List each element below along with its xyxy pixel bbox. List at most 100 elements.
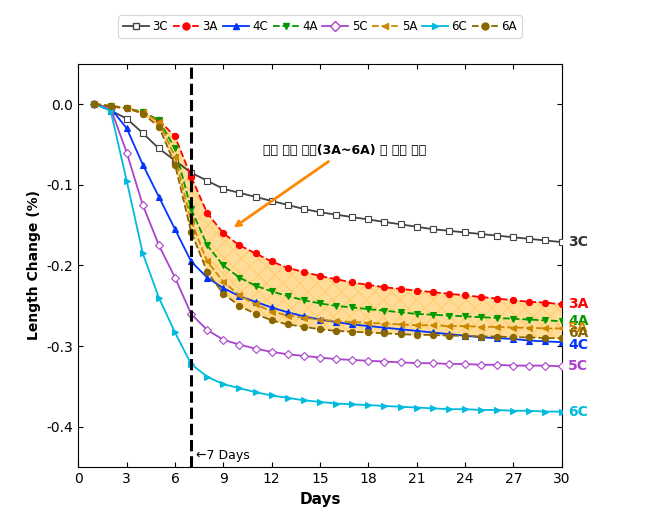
3A: [300, 269, 308, 275]
3C: [558, 239, 565, 245]
X-axis label: Days: Days: [299, 492, 341, 507]
4A: [509, 315, 517, 322]
3C: [541, 237, 549, 244]
5C: [558, 363, 565, 370]
Line: 3C: 3C: [91, 101, 565, 245]
4C: [477, 334, 485, 340]
4C: [381, 324, 389, 331]
6A: [526, 334, 534, 340]
5C: [106, 105, 114, 112]
5C: [123, 149, 131, 156]
5A: [526, 324, 534, 331]
6A: [413, 332, 421, 338]
6C: [316, 399, 324, 405]
Line: 6C: 6C: [91, 101, 565, 415]
4A: [106, 102, 114, 109]
3C: [187, 169, 195, 176]
4A: [381, 307, 389, 314]
5C: [171, 275, 179, 281]
4A: [187, 206, 195, 212]
Text: 6A: 6A: [568, 326, 588, 340]
4A: [348, 304, 356, 311]
4C: [445, 331, 453, 337]
4A: [526, 316, 534, 323]
6A: [332, 328, 340, 334]
5C: [445, 361, 453, 367]
3C: [413, 224, 421, 230]
3C: [91, 101, 99, 107]
6A: [558, 335, 565, 341]
4C: [316, 316, 324, 323]
Text: 3C: 3C: [568, 235, 588, 249]
6A: [477, 333, 485, 340]
3C: [106, 107, 114, 114]
6C: [381, 402, 389, 409]
3A: [381, 284, 389, 290]
4A: [123, 105, 131, 112]
5C: [509, 362, 517, 369]
4C: [106, 105, 114, 112]
5A: [348, 319, 356, 325]
3C: [429, 226, 437, 233]
5A: [445, 323, 453, 329]
5A: [429, 322, 437, 328]
5A: [219, 278, 227, 285]
3C: [203, 177, 211, 184]
6C: [284, 395, 292, 401]
Line: 4C: 4C: [91, 101, 565, 345]
3A: [461, 292, 469, 298]
5A: [187, 218, 195, 224]
5C: [396, 359, 404, 365]
5A: [316, 316, 324, 323]
3A: [445, 290, 453, 297]
6A: [316, 326, 324, 332]
5A: [236, 292, 244, 298]
3C: [284, 202, 292, 208]
3A: [236, 242, 244, 249]
Line: 4A: 4A: [91, 101, 565, 324]
3A: [187, 174, 195, 180]
5A: [284, 312, 292, 319]
3A: [219, 230, 227, 236]
6C: [251, 389, 259, 396]
5C: [493, 362, 501, 368]
6C: [445, 406, 453, 413]
6C: [461, 406, 469, 413]
3C: [526, 236, 534, 242]
4C: [171, 226, 179, 233]
6C: [236, 385, 244, 391]
6A: [348, 329, 356, 335]
4A: [139, 109, 147, 115]
6C: [558, 408, 565, 415]
4C: [91, 101, 99, 107]
5C: [187, 311, 195, 317]
3A: [171, 133, 179, 140]
4A: [332, 303, 340, 309]
5C: [461, 361, 469, 367]
3C: [316, 209, 324, 216]
3A: [251, 250, 259, 256]
Text: ←7 Days: ←7 Days: [196, 449, 249, 461]
3A: [541, 299, 549, 306]
4A: [268, 288, 276, 295]
4C: [364, 323, 372, 329]
6A: [268, 317, 276, 323]
3A: [106, 104, 114, 110]
5A: [300, 315, 308, 321]
6C: [123, 177, 131, 184]
Line: 3A: 3A: [91, 101, 565, 307]
6A: [300, 324, 308, 330]
6C: [429, 405, 437, 412]
Text: 5A: 5A: [568, 321, 588, 336]
4C: [526, 337, 534, 344]
5A: [413, 322, 421, 328]
4C: [413, 328, 421, 334]
4A: [493, 315, 501, 321]
3A: [364, 281, 372, 288]
3A: [155, 117, 163, 123]
6C: [187, 361, 195, 367]
5A: [493, 324, 501, 330]
5C: [477, 362, 485, 368]
4A: [396, 309, 404, 315]
3C: [300, 206, 308, 212]
